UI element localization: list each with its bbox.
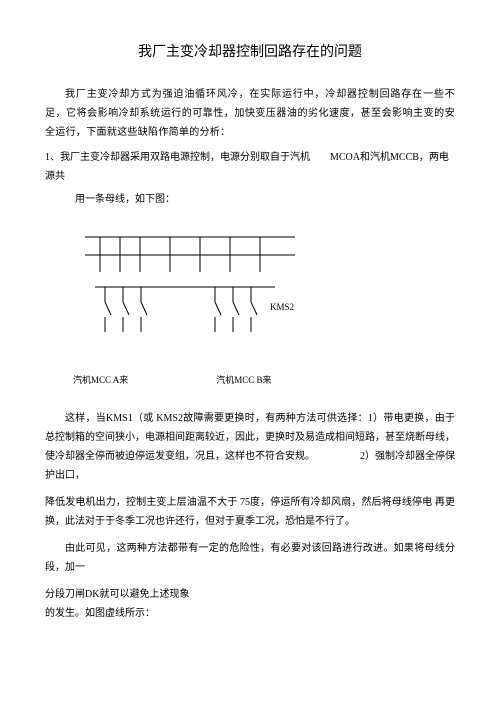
switch-group-b <box>215 287 257 332</box>
page-title: 我厂主变冷却器控制回路存在的问题 <box>45 40 455 67</box>
paragraph-4: 由此可见，这两种方法都带有一定的危险性，有必要对该回路进行改进。如果将母线分 段… <box>45 539 455 577</box>
item-1: 1、我厂主变冷却器采用双路电源控制，电源分别取自于汽机 MCOA和汽机MCCB，… <box>45 148 455 186</box>
paragraph-5b: 的发生。如图虚线所示： <box>45 604 455 623</box>
kms2-label: KMS2 <box>270 299 294 316</box>
item-1-line2: 用一条母线，如下图： <box>45 190 455 209</box>
diagram-label-a: 汽机MCC A来 <box>73 372 128 389</box>
switch-group-a <box>105 287 147 332</box>
paragraph-2: 这样，当KMS1（或 KMS2故障需要更换时，有两种方法可供选择：1）带电更换，… <box>45 409 455 485</box>
item-1-number: 1、 <box>45 152 60 163</box>
paragraph-5a: 分段刀闸DK就可以避免上述现象 <box>45 585 455 604</box>
intro-paragraph: 我厂主变冷却方式为强迫油循环风冷，在实际运行中，冷却器控制回路存在一些不足，它将… <box>45 85 455 142</box>
paragraph-3: 降低发电机出力，控制主变上层油温不大于 75度，停运所有冷却风扇，然后将母线停电… <box>45 493 455 531</box>
circuit-diagram: KMS2 汽机MCC A来 汽机MCC B来 <box>45 227 455 389</box>
item-1-text: 我厂主变冷却器采用双路电源控制，电源分别取自于汽机 <box>60 152 310 163</box>
diagram-label-b: 汽机MCC B来 <box>216 372 271 389</box>
circuit-svg <box>75 227 315 347</box>
